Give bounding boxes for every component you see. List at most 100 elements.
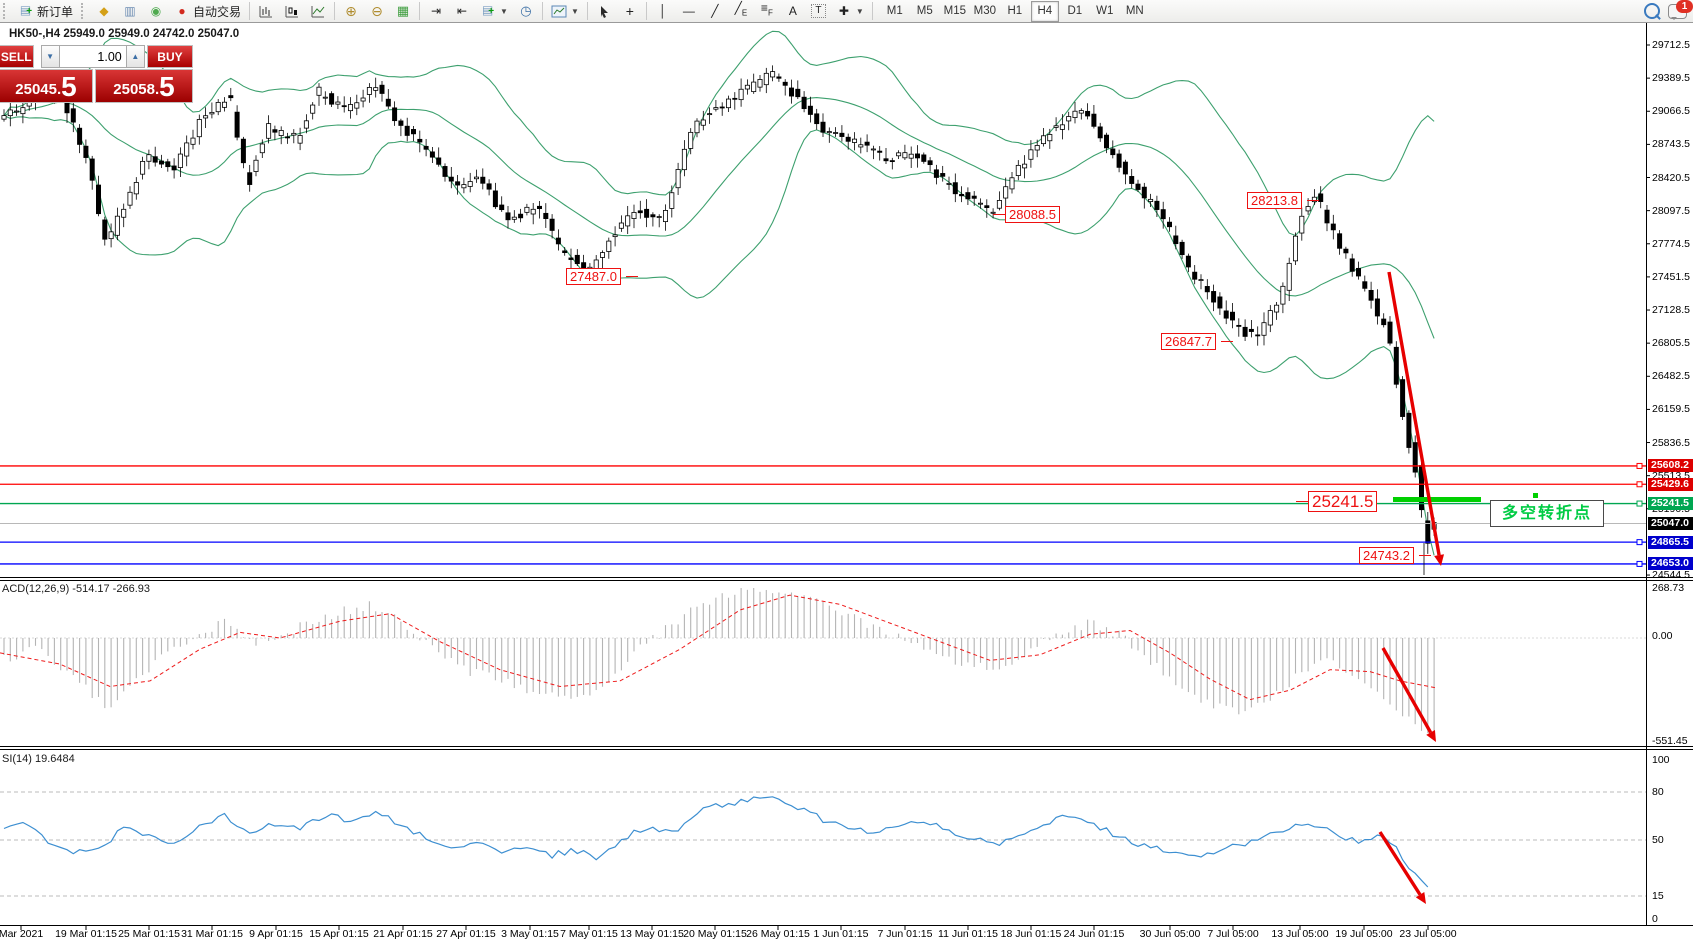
new-order-label: 新订单 — [37, 4, 74, 19]
equidistant-channel-icon: ╱E — [734, 1, 748, 18]
trendline-button[interactable]: ╱ — [702, 1, 728, 21]
trendline-icon: ╱ — [711, 4, 719, 18]
buy-price[interactable]: 25058. 5 — [95, 69, 193, 103]
line-chart-icon — [310, 3, 326, 19]
horizontal-line-icon: — — [682, 4, 695, 18]
buy-price-pips: 5 — [159, 71, 175, 102]
new-order-button[interactable]: ▤+ 新订单 — [13, 1, 78, 21]
stamp-button[interactable]: ◆ — [91, 1, 117, 21]
chart-shift-icon: ⇤ — [457, 4, 468, 18]
fibonacci-icon: ≡F — [760, 1, 773, 18]
zoom-out-icon: ⊖ — [371, 3, 383, 19]
volume-increase-button[interactable]: ▲ — [125, 45, 145, 68]
mailbox-button[interactable]: ▥ — [117, 1, 143, 21]
sell-price-int: 25045. — [15, 81, 62, 98]
mailbox-icon: ▥ — [124, 4, 136, 18]
toolbar-grip[interactable] — [3, 3, 10, 19]
timeframe-m30[interactable]: M30 — [973, 4, 996, 17]
chart-shift-button[interactable]: ⇤ — [449, 1, 475, 21]
line-chart-button[interactable] — [305, 1, 331, 21]
timeframe-m5[interactable]: M5 — [916, 4, 933, 17]
cursor-button[interactable] — [591, 1, 617, 21]
toolbar-grip[interactable] — [81, 3, 88, 19]
crosshair-icon: + — [625, 3, 634, 19]
sell-button[interactable]: SELL — [0, 45, 34, 68]
notifications-icon[interactable]: 1 — [1668, 0, 1693, 20]
rsi-panel — [0, 791, 1646, 897]
caret-down-icon: ▼ — [570, 6, 579, 16]
timeframe-m15[interactable]: M15 — [943, 4, 966, 17]
fibonacci-button[interactable]: ≡F — [754, 1, 780, 21]
toolbar-separator — [586, 2, 588, 20]
toolbar-separator — [541, 2, 543, 20]
timeframe-mn[interactable]: MN — [1125, 4, 1144, 17]
caret-down-icon: ▼ — [500, 6, 508, 16]
auto-trading-button[interactable]: ● 自动交易 — [169, 1, 246, 21]
vertical-line-button[interactable]: │ — [650, 1, 676, 21]
chart-window[interactable]: HK50-,H4 25949.0 25949.0 24742.0 25047.0… — [0, 23, 1693, 940]
toolbar-separator — [334, 2, 336, 20]
toolbar-separator — [249, 2, 251, 20]
text-label-icon: T — [810, 4, 826, 18]
candlestick-chart-button[interactable] — [279, 1, 305, 21]
channel-button[interactable]: ╱E — [728, 1, 754, 21]
broadcast-button[interactable]: ◉ — [143, 1, 169, 21]
toolbar-separator — [645, 2, 647, 20]
search-icon[interactable] — [1644, 3, 1660, 19]
timeframe-m1[interactable]: M1 — [886, 4, 903, 17]
buy-price-int: 25058. — [113, 81, 160, 98]
crosshair-button[interactable]: + — [617, 1, 643, 21]
tile-windows-icon: ▦ — [396, 3, 410, 18]
one-click-trading-widget: SELL ▼ ▲ BUY 25045.5 25058.5 — [0, 45, 193, 103]
sell-price-pips: 5 — [61, 71, 77, 102]
toolbar-separator — [871, 2, 873, 20]
zoom-in-button[interactable]: ⊕ — [338, 1, 364, 21]
horizontal-line-button[interactable]: — — [676, 1, 702, 21]
tile-windows-button[interactable]: ▦ — [390, 1, 416, 21]
shapes-icon: ✚ — [838, 4, 849, 18]
chart-canvas[interactable] — [0, 23, 1693, 936]
buy-button[interactable]: BUY — [146, 45, 193, 68]
candlestick-chart-icon — [284, 3, 300, 19]
new-order-icon: ▤+ — [19, 3, 33, 17]
volume-decrease-button[interactable]: ▼ — [40, 45, 60, 68]
clock-icon: ◷ — [520, 3, 532, 18]
timeframe-w1[interactable]: W1 — [1096, 4, 1114, 17]
bar-chart-icon — [258, 3, 274, 19]
sell-price[interactable]: 25045. 5 — [0, 69, 93, 103]
text-button[interactable]: A — [780, 1, 806, 21]
candlesticks — [1, 65, 1437, 554]
vertical-line-icon: │ — [659, 4, 667, 18]
timeframe-d1[interactable]: D1 — [1067, 4, 1083, 17]
text-icon: A — [788, 4, 797, 18]
shapes-dropdown[interactable]: ✚ ▼ — [831, 1, 869, 21]
period-clock-button[interactable]: ◷ — [513, 1, 539, 21]
timeframe-bar: M1 M5 M15 M30 H1 H4 D1 W1 MN — [880, 0, 1150, 22]
auto-scroll-icon: ⇥ — [431, 4, 442, 18]
new-chart-dropdown[interactable]: ▤+ ▼ — [475, 1, 513, 21]
toolbar: ▤+ 新订单 ◆ ▥ ◉ ● 自动交易 ⊕ ⊖ ▦ ⇥ ⇤ ▤+ ▼ ◷ ▼ + … — [0, 0, 1693, 23]
timeframe-h4[interactable]: H4 — [1030, 0, 1059, 22]
volume-input[interactable] — [59, 45, 126, 68]
zoom-out-button[interactable]: ⊖ — [364, 1, 390, 21]
text-label-button[interactable]: T — [806, 1, 831, 21]
stamp-icon: ◆ — [99, 4, 109, 18]
timeframe-h1[interactable]: H1 — [1007, 4, 1023, 17]
macd-panel — [0, 587, 1646, 734]
toolbar-separator — [419, 2, 421, 20]
auto-scroll-button[interactable]: ⇥ — [423, 1, 449, 21]
chart-template-icon — [551, 3, 567, 19]
new-chart-icon: ▤+ — [481, 3, 495, 17]
auto-trading-label: 自动交易 — [193, 4, 242, 19]
bar-chart-button[interactable] — [253, 1, 279, 21]
template-dropdown[interactable]: ▼ — [546, 1, 584, 21]
notification-badge: 1 — [1676, 0, 1693, 13]
cursor-icon — [596, 3, 612, 19]
horizontal-lines[interactable] — [0, 462, 1646, 567]
broadcast-icon: ◉ — [150, 4, 162, 18]
caret-down-icon: ▼ — [855, 6, 864, 16]
zoom-in-icon: ⊕ — [345, 3, 357, 19]
chart-title: HK50-,H4 25949.0 25949.0 24742.0 25047.0 — [9, 28, 240, 40]
auto-trading-icon: ● — [178, 4, 186, 18]
drawings[interactable] — [1378, 271, 1538, 904]
